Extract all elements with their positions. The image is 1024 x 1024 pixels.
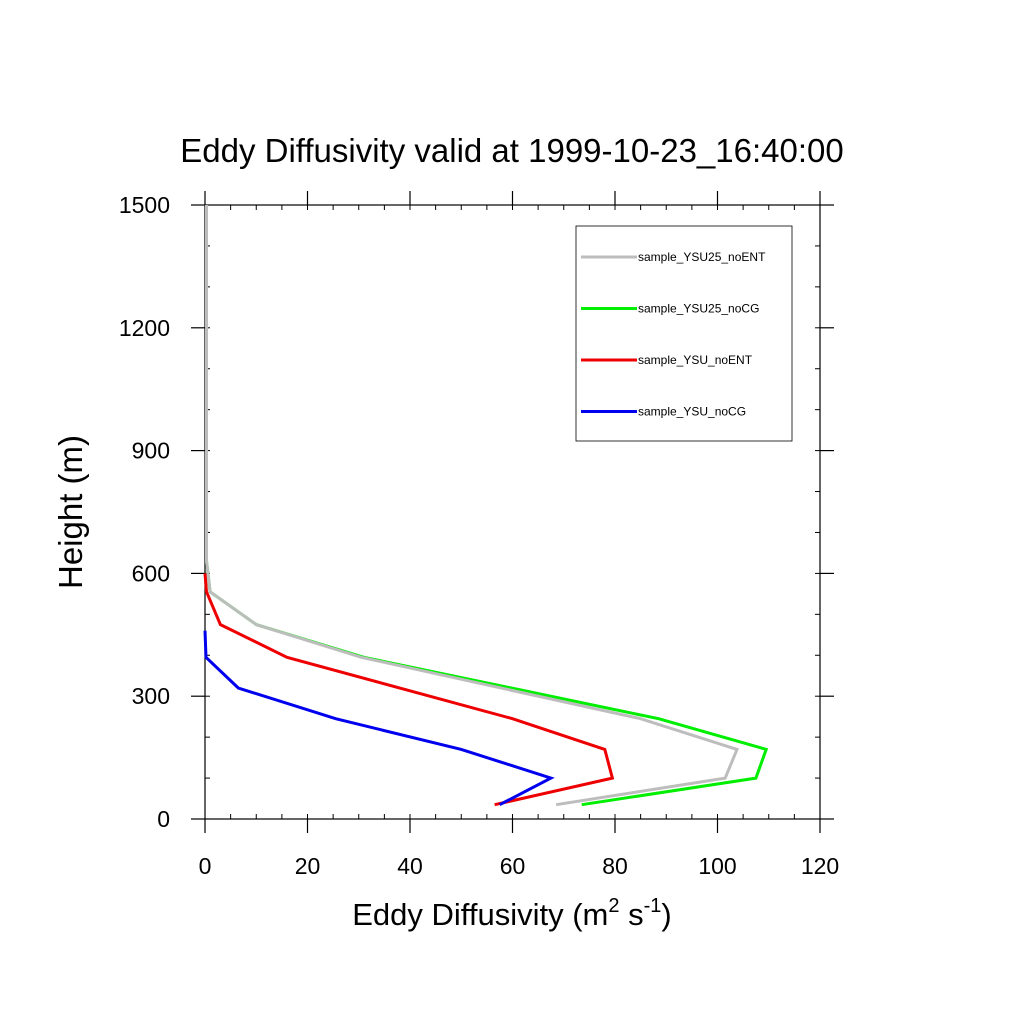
x-tick-label: 100 xyxy=(698,853,736,879)
y-tick-label: 300 xyxy=(132,683,170,709)
x-axis-label-main: Eddy Diffusivity (m xyxy=(352,897,608,932)
x-tick-label: 20 xyxy=(295,853,321,879)
x-axis-label: Eddy Diffusivity (m2 s-1) xyxy=(352,895,671,932)
series-line-sample_YSU25_noENT xyxy=(205,205,740,807)
y-axis-label: Height (m) xyxy=(52,435,89,589)
x-tick-label: 60 xyxy=(500,853,526,879)
chart-title: Eddy Diffusivity valid at 1999-10-23_16:… xyxy=(180,132,843,169)
x-tick-label: 120 xyxy=(801,853,839,879)
legend-label: sample_YSU_noENT xyxy=(638,353,753,367)
legend: sample_YSU25_noENT sample_YSU25_noCGsampl… xyxy=(575,225,793,442)
legend-label: sample_YSU25_noCG xyxy=(638,302,759,316)
x-tick-label: 0 xyxy=(199,853,212,879)
x-axis-ticks: 0 20 40 60 80 100 120 xyxy=(199,191,839,879)
y-tick-label: 900 xyxy=(132,438,170,464)
y-axis-ticks: 0 300 600 900 1200 1500 xyxy=(119,192,834,832)
y-tick-label: 1200 xyxy=(119,315,170,341)
y-tick-label: 600 xyxy=(132,560,170,586)
legend-label: sample_YSU25_noENT xyxy=(638,250,766,264)
x-tick-label: 40 xyxy=(397,853,423,879)
legend-box xyxy=(575,225,793,442)
series-line-sample_YSU_noENT xyxy=(203,573,615,807)
series-lines xyxy=(203,205,769,807)
x-axis-label-sup2: -1 xyxy=(644,895,662,917)
x-axis-label-sup1: 2 xyxy=(608,895,619,917)
x-tick-label: 80 xyxy=(602,853,628,879)
y-tick-label: 1500 xyxy=(119,192,170,218)
series-line-sample_YSU_noCG xyxy=(203,630,555,807)
x-axis-label-end: ) xyxy=(661,897,671,932)
legend-label: sample_YSU_noCG xyxy=(638,405,746,419)
x-axis-label-mid: s xyxy=(619,897,643,932)
y-tick-label: 0 xyxy=(157,806,170,832)
